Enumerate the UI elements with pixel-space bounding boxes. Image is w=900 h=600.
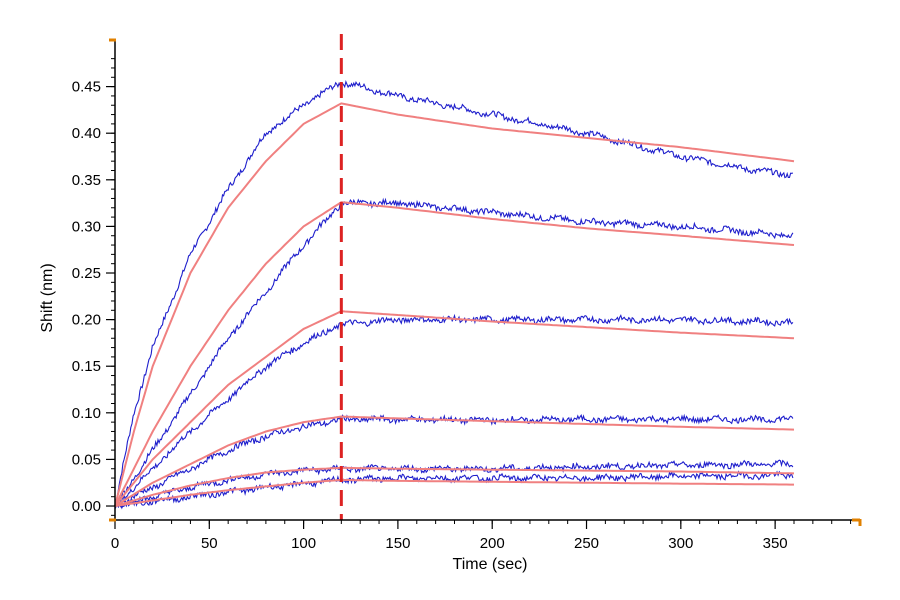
y-tick-label: 0.15 xyxy=(72,358,101,375)
y-tick-label: 0.45 xyxy=(72,79,101,96)
fit-curve-4 xyxy=(114,415,795,507)
y-tick-label: 0.20 xyxy=(72,312,101,329)
x-tick-label: 300 xyxy=(668,535,693,552)
y-tick-label: 0.30 xyxy=(72,218,101,235)
y-tick-label: 0.00 xyxy=(72,498,101,515)
measured-trace-1 xyxy=(114,80,793,507)
measured-trace-2 xyxy=(114,197,794,506)
fit-curve-1 xyxy=(114,102,795,507)
axes-layer: 0 50 100 150 200 250 300 350 0.00 0.05 0.10 0.15 0.2… xyxy=(72,38,862,552)
fit-curve-2 xyxy=(114,201,795,507)
y-tick-label: 0.40 xyxy=(72,125,101,142)
x-tick-label: 0 xyxy=(111,535,119,552)
series-layer xyxy=(114,34,795,520)
fit-curve-5 xyxy=(114,466,795,507)
x-tick-label: 350 xyxy=(763,535,788,552)
x-axis-title: Time (sec) xyxy=(453,556,528,573)
measured-trace-6 xyxy=(114,470,794,509)
x-tick-label: 200 xyxy=(480,535,505,552)
x-tick-label: 50 xyxy=(201,535,218,552)
x-tick-label: 100 xyxy=(291,535,316,552)
y-tick-label: 0.25 xyxy=(72,265,101,282)
y-tick-label: 0.35 xyxy=(72,172,101,189)
y-tick-label: 0.10 xyxy=(72,405,101,422)
fit-curve-6 xyxy=(114,478,794,507)
x-tick-label: 150 xyxy=(385,535,410,552)
fit-curve-3 xyxy=(114,310,795,507)
y-tick-label: 0.05 xyxy=(72,451,101,468)
x-tick-label: 250 xyxy=(574,535,599,552)
y-axis-title: Shift (nm) xyxy=(39,263,56,332)
measured-trace-3 xyxy=(114,313,794,506)
